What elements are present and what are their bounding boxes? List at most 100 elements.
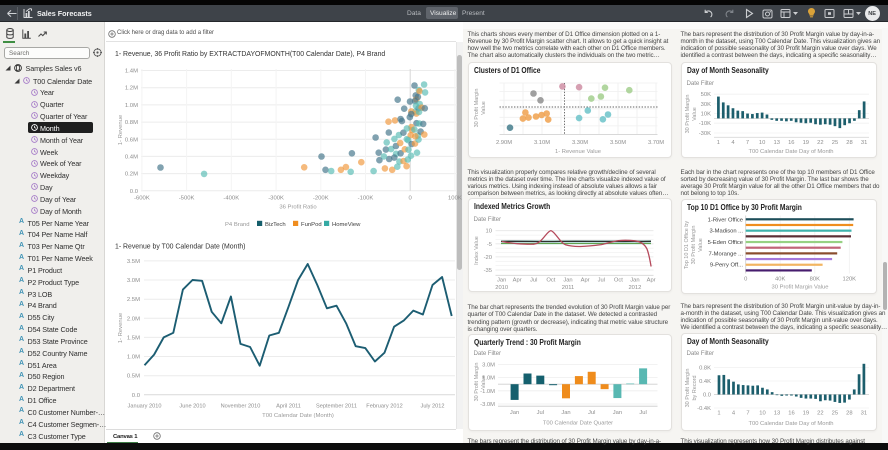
svg-text:1- Revenue: 1- Revenue bbox=[118, 312, 124, 343]
svg-text:Jul: Jul bbox=[588, 410, 595, 416]
svg-text:Jan: Jan bbox=[497, 278, 506, 284]
svg-text:-1.0M: -1.0M bbox=[480, 389, 495, 395]
svg-text:40K: 40K bbox=[775, 277, 785, 283]
svg-text:Value: Value bbox=[692, 107, 698, 121]
svg-text:5-Eden Office: 5-Eden Office bbox=[708, 240, 743, 246]
svg-text:1.2M: 1.2M bbox=[125, 86, 138, 92]
svg-text:25: 25 bbox=[832, 411, 838, 417]
svg-text:36 Profit Ratio: 36 Profit Ratio bbox=[279, 205, 317, 211]
svg-text:120K: 120K bbox=[843, 277, 857, 283]
svg-text:30 Profit Margin: 30 Profit Margin bbox=[474, 89, 480, 128]
svg-text:0.6M: 0.6M bbox=[125, 137, 138, 143]
svg-text:Jan: Jan bbox=[561, 410, 570, 416]
svg-text:2.0M: 2.0M bbox=[127, 316, 140, 322]
svg-text:Top 10 D1 Office by: Top 10 D1 Office by bbox=[684, 221, 690, 269]
svg-text:25: 25 bbox=[832, 140, 838, 146]
svg-text:by Record: by Record bbox=[692, 375, 698, 400]
svg-text:1- Revenue: 1- Revenue bbox=[118, 114, 124, 145]
svg-text:0.8K: 0.8K bbox=[699, 366, 711, 372]
svg-text:November 2010: November 2010 bbox=[221, 404, 261, 410]
svg-text:30K: 30K bbox=[701, 102, 711, 108]
svg-text:1.0M: 1.0M bbox=[127, 355, 140, 361]
svg-text:-600K: -600K bbox=[134, 196, 150, 202]
svg-text:13: 13 bbox=[774, 411, 780, 417]
svg-text:16: 16 bbox=[788, 411, 794, 417]
svg-text:January 2010: January 2010 bbox=[128, 404, 162, 410]
svg-text:1-River Office: 1-River Office bbox=[708, 217, 743, 223]
svg-text:7: 7 bbox=[746, 411, 749, 417]
svg-text:T00 Calendar Date Quarter: T00 Calendar Date Quarter bbox=[543, 421, 613, 427]
svg-text:-20: -20 bbox=[484, 255, 492, 261]
svg-text:Jul: Jul bbox=[537, 410, 544, 416]
svg-text:September 2011: September 2011 bbox=[316, 404, 357, 410]
svg-text:Apr: Apr bbox=[513, 278, 522, 284]
svg-text:3-Madison ...: 3-Madison ... bbox=[709, 229, 743, 235]
svg-text:4: 4 bbox=[731, 140, 735, 146]
svg-text:Value: Value bbox=[481, 101, 487, 115]
svg-text:10: 10 bbox=[759, 140, 765, 146]
svg-text:80K: 80K bbox=[810, 277, 820, 283]
svg-text:Oct: Oct bbox=[614, 278, 623, 284]
svg-text:0.5M: 0.5M bbox=[127, 374, 140, 380]
svg-text:3.10M: 3.10M bbox=[534, 140, 550, 146]
svg-text:Jan: Jan bbox=[630, 278, 639, 284]
svg-text:28: 28 bbox=[846, 140, 852, 146]
svg-text:-10K: -10K bbox=[699, 121, 711, 127]
svg-text:-5: -5 bbox=[487, 242, 492, 248]
svg-text:-100K: -100K bbox=[358, 196, 374, 202]
svg-text:BizTech: BizTech bbox=[265, 222, 286, 228]
svg-text:Apr: Apr bbox=[647, 278, 656, 284]
svg-text:9-Perry Off...: 9-Perry Off... bbox=[710, 263, 743, 269]
svg-text:P4 Brand: P4 Brand bbox=[225, 222, 250, 228]
svg-text:30 Profit Margin Value: 30 Profit Margin Value bbox=[772, 285, 829, 291]
svg-text:1- Revenue Value: 1- Revenue Value bbox=[555, 149, 601, 155]
svg-text:April 2011: April 2011 bbox=[276, 404, 301, 410]
svg-text:2012: 2012 bbox=[628, 285, 641, 291]
svg-text:10K: 10K bbox=[701, 112, 711, 118]
svg-text:Index Value: Index Value bbox=[474, 236, 480, 265]
svg-text:-0.4K: -0.4K bbox=[697, 406, 711, 412]
svg-text:-30K: -30K bbox=[699, 131, 711, 137]
svg-text:3.0M: 3.0M bbox=[482, 362, 495, 368]
svg-text:Jan: Jan bbox=[613, 410, 622, 416]
svg-text:February 2012: February 2012 bbox=[366, 404, 402, 410]
svg-text:Value: Value bbox=[698, 238, 704, 252]
svg-text:3.50M: 3.50M bbox=[610, 140, 626, 146]
svg-text:31: 31 bbox=[861, 411, 867, 417]
svg-text:0.0: 0.0 bbox=[132, 393, 141, 399]
svg-text:2010: 2010 bbox=[495, 285, 508, 291]
svg-text:T00 Calendar Date Day of Month: T00 Calendar Date Day of Month bbox=[748, 149, 833, 155]
svg-text:T00 Calendar Date Day of Month: T00 Calendar Date Day of Month bbox=[748, 421, 833, 427]
svg-text:0.2M: 0.2M bbox=[125, 172, 138, 178]
svg-text:June 2010: June 2010 bbox=[179, 404, 205, 410]
svg-text:19: 19 bbox=[803, 411, 809, 417]
svg-text:4: 4 bbox=[732, 411, 736, 417]
svg-text:July 2012: July 2012 bbox=[421, 404, 445, 410]
svg-text:0.0: 0.0 bbox=[703, 393, 711, 399]
svg-text:2011: 2011 bbox=[562, 285, 574, 291]
svg-text:1.0M: 1.0M bbox=[125, 103, 138, 109]
svg-text:Oct: Oct bbox=[546, 278, 555, 284]
svg-text:Jan: Jan bbox=[563, 278, 572, 284]
svg-text:10: 10 bbox=[486, 229, 492, 235]
svg-text:19: 19 bbox=[803, 140, 809, 146]
svg-text:0.4M: 0.4M bbox=[125, 154, 138, 160]
svg-text:3.30M: 3.30M bbox=[572, 140, 588, 146]
svg-text:31: 31 bbox=[861, 140, 867, 146]
svg-text:30 Profit Margin: 30 Profit Margin bbox=[691, 226, 697, 265]
svg-text:3.5M: 3.5M bbox=[127, 259, 140, 265]
svg-text:2.90M: 2.90M bbox=[496, 140, 512, 146]
svg-text:Jul: Jul bbox=[530, 278, 537, 284]
svg-text:2.5M: 2.5M bbox=[127, 297, 140, 303]
svg-text:Jul: Jul bbox=[639, 410, 646, 416]
svg-text:1.5M: 1.5M bbox=[127, 335, 140, 341]
svg-text:-300K: -300K bbox=[268, 196, 284, 202]
svg-text:7: 7 bbox=[746, 140, 749, 146]
svg-text:1.4M: 1.4M bbox=[125, 69, 138, 75]
svg-text:-3.0M: -3.0M bbox=[480, 402, 495, 408]
svg-text:T00 Calendar Date (Month): T00 Calendar Date (Month) bbox=[262, 413, 334, 419]
svg-text:1: 1 bbox=[717, 411, 720, 417]
svg-text:0.0: 0.0 bbox=[130, 189, 139, 195]
svg-text:-200K: -200K bbox=[313, 196, 329, 202]
svg-text:3.70M: 3.70M bbox=[648, 140, 664, 146]
